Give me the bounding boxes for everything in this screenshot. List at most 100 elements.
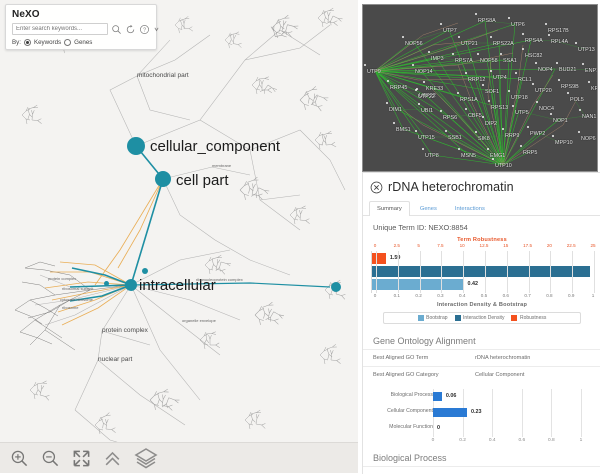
graph-node-small-teal-2[interactable] xyxy=(104,281,109,286)
gene-node[interactable] xyxy=(588,81,591,84)
gridline xyxy=(550,251,552,293)
gene-node[interactable] xyxy=(402,36,405,39)
fit-screen-icon[interactable] xyxy=(72,449,91,468)
gene-node[interactable] xyxy=(535,62,538,65)
refresh-icon[interactable] xyxy=(125,24,136,35)
gene-node[interactable] xyxy=(458,36,461,39)
gene-node[interactable] xyxy=(386,102,389,105)
gene-node[interactable] xyxy=(457,92,460,95)
gene-node[interactable] xyxy=(465,72,468,75)
gene-node[interactable] xyxy=(567,92,570,95)
gene-node[interactable] xyxy=(536,101,539,104)
gene-node[interactable] xyxy=(428,51,431,54)
gene-node[interactable] xyxy=(545,23,548,26)
gene-node[interactable] xyxy=(522,48,525,51)
tab-summary[interactable]: Summary xyxy=(369,201,410,216)
gene-node[interactable] xyxy=(558,79,561,82)
graph-node-cellular-component[interactable] xyxy=(127,137,145,155)
gene-node[interactable] xyxy=(490,36,493,39)
gene-node[interactable] xyxy=(440,110,443,113)
gene-label: RPS6 xyxy=(443,115,458,121)
chevron-down-icon[interactable] xyxy=(153,24,160,35)
gene-node[interactable] xyxy=(500,53,503,56)
gene-node[interactable] xyxy=(415,130,418,133)
zoom-out-icon[interactable] xyxy=(41,449,60,468)
gene-node[interactable] xyxy=(445,130,448,133)
gene-node[interactable] xyxy=(552,135,555,138)
gene-node[interactable] xyxy=(488,100,491,103)
bottom-axis-tick: 1 xyxy=(591,293,595,298)
search-input[interactable] xyxy=(12,23,108,35)
gene-node[interactable] xyxy=(482,116,485,119)
layers-icon[interactable] xyxy=(134,446,158,470)
gene-node[interactable] xyxy=(578,131,581,134)
gene-node[interactable] xyxy=(482,84,485,87)
gene-node[interactable] xyxy=(502,128,505,131)
gene-node[interactable] xyxy=(452,53,455,56)
gene-node[interactable] xyxy=(548,34,551,37)
gridline xyxy=(397,251,399,293)
ontology-network-panel[interactable]: cellular_component cell part intracellul… xyxy=(0,0,358,473)
gene-node[interactable] xyxy=(475,13,478,16)
gene-node[interactable] xyxy=(515,72,518,75)
gene-node[interactable] xyxy=(393,122,396,125)
radio-keywords[interactable] xyxy=(23,39,31,46)
term-info-panel[interactable]: rDNA heterochromatin Summary Genes Inter… xyxy=(362,172,600,474)
graph-node-small-teal[interactable] xyxy=(142,268,148,274)
ontology-network-canvas[interactable] xyxy=(0,0,358,473)
gene-node[interactable] xyxy=(490,70,493,73)
gene-node[interactable] xyxy=(550,113,553,116)
gene-interaction-network[interactable]: UTP9 NOP56 UTP7 RPS8A UTP6 RPS17B UTP21 RPS22A R… xyxy=(362,4,598,172)
gene-node[interactable] xyxy=(582,63,585,66)
gene-node[interactable] xyxy=(364,64,367,67)
gene-label: SSA1 xyxy=(503,58,517,64)
bottom-axis-tick: 0.9 xyxy=(567,293,575,298)
go-category-label: Cellular Component xyxy=(387,408,433,414)
gene-node[interactable] xyxy=(458,148,461,151)
gene-node[interactable] xyxy=(465,108,468,111)
gene-node[interactable] xyxy=(512,105,515,108)
zoom-in-icon[interactable] xyxy=(10,449,29,468)
gene-node[interactable] xyxy=(415,89,418,92)
radio-genes[interactable] xyxy=(64,39,72,46)
gene-label: SIK8 xyxy=(478,136,490,142)
tab-interactions[interactable]: Interactions xyxy=(454,206,485,212)
gene-node[interactable] xyxy=(579,109,582,112)
term-header: rDNA heterochromatin xyxy=(363,173,600,198)
search-icon[interactable] xyxy=(111,24,122,35)
gene-node[interactable] xyxy=(423,81,426,84)
gene-node[interactable] xyxy=(556,62,559,65)
close-circle-icon[interactable] xyxy=(370,181,383,194)
gene-node[interactable] xyxy=(440,23,443,26)
go-category-label: Molecular Function xyxy=(389,424,433,430)
gene-node[interactable] xyxy=(416,88,419,91)
gene-node[interactable] xyxy=(387,80,390,83)
gene-node[interactable] xyxy=(475,131,478,134)
gene-node[interactable] xyxy=(508,90,511,93)
gene-node[interactable] xyxy=(575,42,578,45)
gene-node[interactable] xyxy=(477,53,480,56)
gene-label: MSN5 xyxy=(461,153,476,159)
gridline xyxy=(463,251,465,293)
gene-node[interactable] xyxy=(508,17,511,20)
graph-node-ribonucleoprotein-complex[interactable] xyxy=(331,282,341,292)
collapse-icon[interactable] xyxy=(103,449,122,468)
gene-node[interactable] xyxy=(532,83,535,86)
gene-node[interactable] xyxy=(487,148,490,151)
search-card[interactable]: NeXO ? By: xyxy=(5,4,160,50)
help-icon[interactable]: ? xyxy=(139,24,150,35)
gene-node[interactable] xyxy=(522,33,525,36)
gene-node[interactable] xyxy=(412,64,415,67)
graph-node-cell-part[interactable] xyxy=(155,171,171,187)
gene-node[interactable] xyxy=(527,126,530,129)
tab-genes[interactable]: Genes xyxy=(419,206,437,212)
graph-node-intracellular[interactable] xyxy=(125,279,137,291)
gene-node[interactable] xyxy=(418,103,421,106)
graph-label-membrane: membrane xyxy=(212,163,232,168)
gene-node[interactable] xyxy=(422,148,425,151)
gene-node[interactable] xyxy=(520,145,523,148)
gene-node[interactable] xyxy=(492,158,495,161)
go-alignment-heading: Gene Ontology Alignment xyxy=(373,336,476,346)
gridline xyxy=(594,251,595,293)
gene-label: NAN1 xyxy=(582,114,597,120)
